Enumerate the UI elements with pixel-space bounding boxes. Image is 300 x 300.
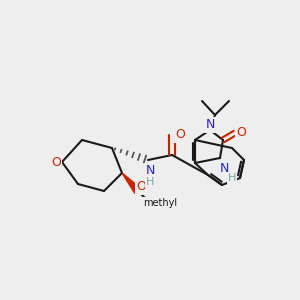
Text: H: H: [146, 177, 154, 187]
Text: N: N: [205, 118, 215, 131]
Text: H: H: [228, 173, 236, 183]
Polygon shape: [122, 173, 141, 194]
Text: O: O: [136, 181, 146, 194]
Text: N: N: [145, 164, 155, 178]
Text: O: O: [236, 127, 246, 140]
Text: O: O: [51, 155, 61, 169]
Text: methyl: methyl: [143, 198, 177, 208]
Text: O: O: [175, 128, 185, 142]
Text: N: N: [219, 161, 229, 175]
